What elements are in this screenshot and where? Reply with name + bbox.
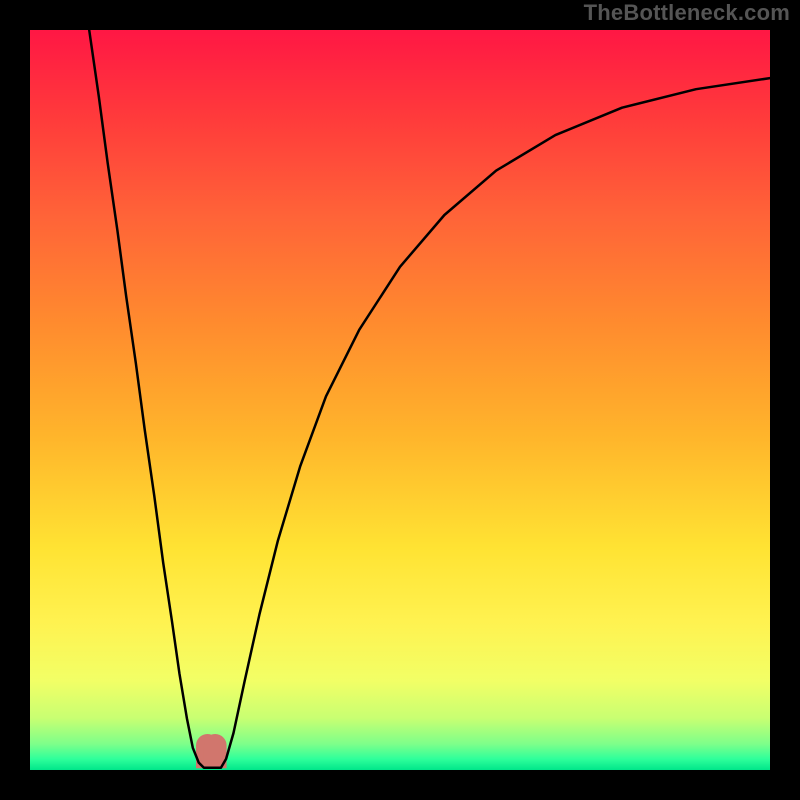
optimal-marker (197, 734, 227, 767)
bottleneck-chart (0, 0, 800, 800)
chart-container: { "meta": { "watermark_text": "TheBottle… (0, 0, 800, 800)
watermark-text: TheBottleneck.com (584, 0, 790, 26)
